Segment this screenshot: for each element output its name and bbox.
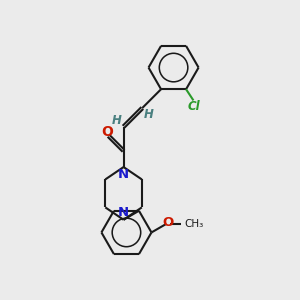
Text: O: O	[162, 216, 173, 230]
Text: O: O	[101, 125, 113, 139]
Text: H: H	[112, 113, 122, 127]
Text: H: H	[144, 108, 154, 121]
Text: N: N	[118, 206, 129, 219]
Text: Cl: Cl	[188, 100, 200, 113]
Text: CH₃: CH₃	[184, 219, 204, 229]
Text: N: N	[118, 168, 129, 181]
